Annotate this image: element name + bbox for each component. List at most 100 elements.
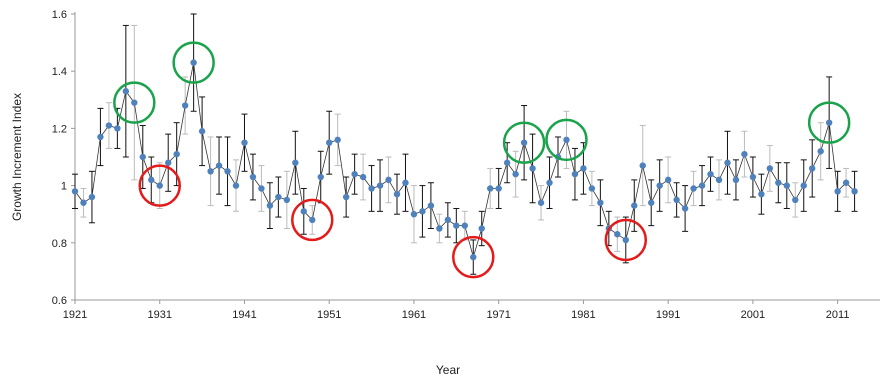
data-point [258, 185, 265, 192]
data-point [792, 196, 799, 204]
data-points [71, 59, 858, 261]
x-axis-title: Year [436, 363, 460, 377]
data-point [749, 173, 757, 181]
data-point [334, 136, 341, 144]
error-bars [72, 13, 858, 275]
data-point [656, 182, 663, 189]
data-point [546, 179, 553, 186]
data-point [393, 190, 401, 198]
data-point [715, 176, 723, 184]
y-tick-label: 0.6 [52, 295, 67, 307]
x-tick-label: 2011 [826, 309, 850, 321]
data-point [673, 196, 680, 204]
x-tick-label: 1981 [571, 309, 595, 321]
data-point [88, 193, 96, 201]
data-point [487, 185, 494, 192]
data-point [783, 182, 790, 189]
data-point [224, 168, 231, 175]
data-point [241, 139, 248, 146]
data-point [724, 159, 731, 166]
data-point [249, 173, 257, 181]
data-point [427, 202, 435, 209]
y-tick-label: 1.4 [52, 66, 67, 78]
data-point [503, 159, 511, 166]
data-point [114, 125, 121, 132]
high-year-circle [502, 121, 546, 164]
data-point [173, 150, 180, 158]
data-point [707, 170, 714, 178]
x-tick-label: 2001 [741, 309, 765, 321]
data-point [181, 102, 189, 109]
highlight-circles [113, 41, 851, 279]
data-point [775, 179, 782, 186]
data-point [529, 165, 536, 172]
data-point [614, 231, 621, 238]
data-point [690, 185, 697, 192]
data-point [292, 159, 299, 166]
data-point [580, 165, 587, 172]
axes [71, 12, 880, 304]
data-point [300, 208, 307, 215]
data-point [402, 179, 409, 186]
data-point [351, 170, 358, 178]
data-point [520, 139, 528, 146]
x-tick-label: 1961 [402, 309, 426, 321]
data-point [359, 173, 367, 181]
y-tick-label: 0.8 [52, 238, 67, 250]
data-point [207, 168, 214, 175]
y-axis-title: Growth Increment Index [10, 93, 24, 221]
data-point [419, 208, 426, 215]
data-point [97, 133, 104, 141]
data-point [758, 190, 765, 198]
data-point [834, 188, 841, 195]
data-point [800, 182, 807, 189]
data-point [317, 173, 324, 181]
tick-labels: 0.6 0.8 1 1.2 1.4 1.6 1921 1931 1941 1951 1961 1971… [52, 9, 850, 321]
data-point [741, 150, 748, 158]
y-tick-label: 1.2 [52, 123, 67, 135]
high-year-circle [113, 81, 156, 124]
data-point [732, 176, 740, 184]
x-tick-label: 1991 [656, 309, 680, 321]
data-point [648, 199, 655, 206]
data-point [588, 185, 596, 192]
data-point [842, 179, 850, 186]
x-tick-label: 1971 [486, 309, 510, 321]
data-point [681, 205, 689, 212]
data-point [436, 225, 443, 232]
data-point [165, 159, 172, 166]
data-point [198, 128, 206, 135]
data-point [385, 176, 392, 184]
data-point [139, 153, 146, 161]
data-point [266, 202, 274, 209]
data-point [622, 236, 629, 244]
data-point [376, 182, 384, 189]
y-tick-label: 1 [61, 181, 67, 193]
data-point [597, 199, 604, 206]
data-point [215, 162, 223, 169]
data-point [512, 170, 519, 178]
data-point [495, 185, 502, 192]
high-year-circle [172, 41, 215, 84]
data-point [232, 182, 240, 189]
data-point [809, 165, 816, 172]
data-point [444, 216, 452, 224]
data-point [156, 182, 163, 189]
x-tick-label: 1931 [147, 309, 171, 321]
data-point [80, 199, 87, 206]
low-year-circle [604, 218, 648, 262]
data-point [283, 196, 291, 204]
data-point [825, 119, 833, 126]
data-point [122, 88, 130, 95]
data-point [368, 185, 375, 192]
data-point [309, 216, 316, 224]
low-year-circle [452, 235, 495, 279]
low-year-circle [291, 198, 334, 242]
data-point [148, 176, 155, 184]
data-point [190, 59, 197, 66]
low-year-circle [138, 164, 181, 207]
data-point [453, 222, 460, 229]
data-point [461, 222, 468, 229]
data-point [105, 122, 113, 129]
